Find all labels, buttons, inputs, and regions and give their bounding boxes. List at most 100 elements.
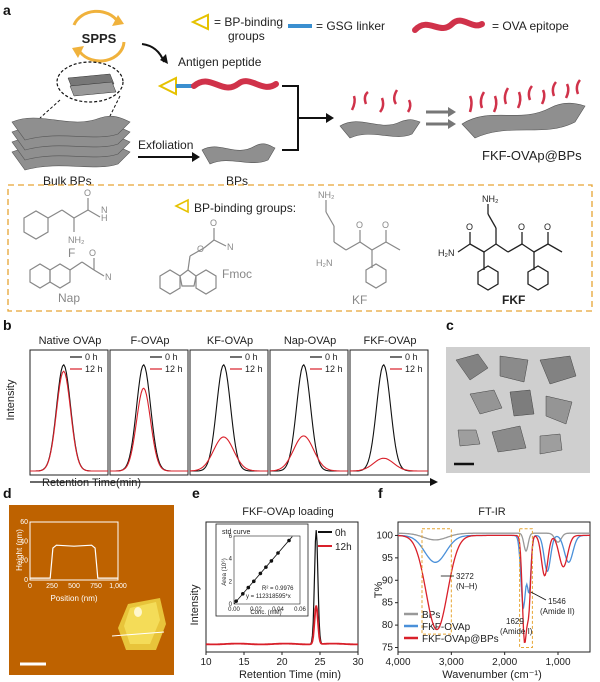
legend-linker: = GSG linker [316, 19, 385, 33]
panel-f-chart: 4,000 3,000 2,000 1,0007580859095100BPsFKF-… [376, 521, 591, 668]
f-ann-0: 3272 [456, 572, 474, 581]
trace-12h-4 [349, 457, 428, 472]
f-ann-2-arrow [530, 591, 547, 601]
f-ytick-3: 90 [382, 575, 394, 586]
trace-12h-1 [110, 387, 188, 472]
panel-label-c: c [446, 317, 454, 333]
fkf-o2-label: O [466, 222, 473, 232]
inset-d-ytick-1: 20 [20, 558, 28, 565]
nap-n-label: N [105, 272, 112, 282]
e-inset-xtick-2: 0.04 [272, 607, 284, 613]
e-inset-xtick-1: 0.02 [250, 607, 262, 613]
mol-fkf-label: FKF [502, 293, 525, 307]
e-inset-frame [233, 535, 301, 605]
f-ann-0b: (N–H) [456, 582, 478, 591]
bp-binding-triangle-icon [190, 13, 209, 31]
e-inset-xtick-0: 0.00 [228, 607, 240, 613]
e-inset-point-3 [252, 579, 256, 584]
panel-label-e: e [192, 485, 200, 501]
ova-epitope-icon [412, 17, 485, 33]
inset-d-xtick-4: 1,000 [109, 583, 127, 590]
binding-groups-title: BP-binding groups: [194, 201, 296, 215]
panel-e-ylabel: Intensity [189, 584, 201, 625]
f-series-2 [398, 534, 590, 644]
bps-label: BPs [226, 174, 248, 188]
e-series-1 [205, 605, 358, 646]
fmoc-o2-label: O [210, 218, 217, 228]
e-inset-ytick-0: 0 [229, 602, 233, 608]
e-inset-ytick-3: 6 [229, 534, 233, 540]
panel-f-xlabel: Wavenumber (cm⁻¹) [442, 669, 542, 681]
f-xtick-2: 2,000 [492, 657, 517, 668]
inset-d-ytick-0: 0 [24, 577, 28, 584]
panel-f-ylabel: T% [373, 582, 385, 599]
f-xtick-3: 1,000 [545, 657, 570, 668]
panel-c: c [446, 317, 590, 473]
e-inset-box [215, 523, 309, 617]
bulk-bps-label: Bulk BPs [43, 174, 92, 188]
panel-b-xlabel: Retention Time(min) [42, 477, 141, 489]
kf-h2n-label: H₂N [316, 258, 333, 268]
panel-d: d 0 250 500 750 1,000 0 20 40 60 Height (nm) Pos… [3, 485, 174, 675]
legend-binding-2: groups [228, 29, 265, 43]
f-legend-1: FKF-OVAp [422, 622, 471, 633]
trace-12h-0 [30, 370, 108, 472]
f-ann-2b: (Amide II) [540, 607, 575, 616]
e-xtick-3: 25 [314, 657, 326, 668]
inset-d-profile [30, 544, 118, 579]
e-xtick-0: 10 [200, 657, 212, 668]
legend-text-4-1: 12 h [405, 364, 423, 374]
panel-label-f: f [378, 485, 383, 501]
legend-text-3-1: 12 h [325, 364, 343, 374]
fkf-nh2-label: NH₂ [482, 194, 499, 204]
inset-d-xtick-1: 250 [46, 583, 58, 590]
f-nh2-label: NH₂ [68, 235, 85, 245]
f-ytick-5: 100 [376, 530, 393, 541]
e-inset-point-5 [264, 565, 268, 569]
e-inset-point-8 [287, 538, 291, 543]
subplot-frame-4 [349, 349, 429, 476]
e-legend-0: 0h [335, 528, 346, 539]
afm-line-scan [111, 631, 165, 637]
antigen-peptide-label: Antigen peptide [178, 55, 262, 69]
spps-cycle-icon [72, 9, 126, 63]
inset-d-xtick-2: 500 [68, 583, 80, 590]
subplot-frame-1 [109, 349, 189, 476]
molecule-f [23, 198, 101, 240]
legend-epitope: = OVA epitope [492, 19, 569, 33]
legend-text-4-0: 0 h [405, 352, 418, 362]
subplot-title-4: FKF-OVAp [364, 335, 417, 347]
e-inset-point-0 [234, 599, 238, 603]
legend-text-3-0: 0 h [325, 352, 338, 362]
e-inset-ytick-1: 2 [229, 579, 233, 585]
panel-label-b: b [3, 317, 12, 333]
bps-sheet [201, 143, 276, 165]
legend-binding: = BP-binding [214, 15, 283, 29]
inset-d-ytick-2: 40 [20, 538, 28, 545]
trace-12h-3 [269, 435, 348, 472]
legend-text-2-0: 0 h [245, 352, 258, 362]
fkf-o3-label: O [544, 222, 551, 232]
legend-text-1-1: 12 h [165, 364, 183, 374]
e-inset-point-2 [246, 585, 251, 590]
inset-d-xlabel: Position (nm) [50, 594, 97, 603]
subplot-title-0: Native OVAp [39, 335, 102, 347]
f-box-amide [519, 528, 533, 649]
f-xtick-0: 4,000 [385, 657, 410, 668]
mol-kf-label: KF [352, 293, 367, 307]
f-series-0 [397, 532, 590, 553]
merge-bracket [282, 85, 299, 151]
molecule-nap [29, 258, 105, 289]
panel-label-a: a [3, 2, 11, 18]
spps-arrow [141, 43, 165, 63]
f-ann-1b: (Amide I) [500, 627, 533, 636]
f-frame [397, 521, 591, 653]
e-inset-title: std curve [222, 529, 251, 536]
e-inset-r2: R² = 0.9976 [262, 586, 294, 592]
inset-d-ytick-3: 60 [20, 519, 28, 526]
panel-f-title: FT-IR [478, 506, 506, 518]
e-inset-point-4 [258, 571, 263, 576]
trace-0h-0 [30, 363, 108, 472]
inset-d-xtick-0: 0 [28, 583, 32, 590]
